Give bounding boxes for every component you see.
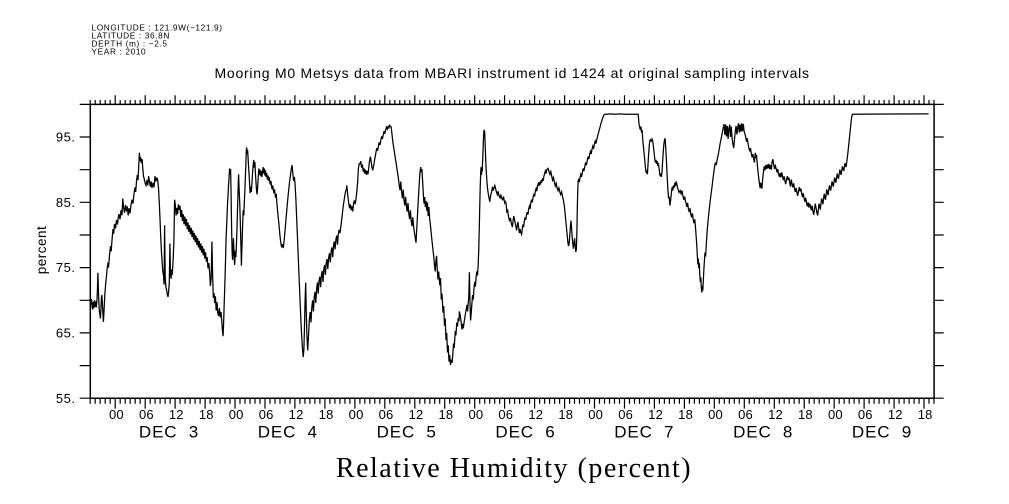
svg-text:00: 00 [109, 407, 124, 422]
svg-text:percent: percent [34, 226, 49, 275]
svg-text:18: 18 [199, 407, 214, 422]
svg-text:00: 00 [468, 407, 483, 422]
svg-text:18: 18 [798, 407, 813, 422]
svg-text:LONGITUDE : 121.9W(−121.9): LONGITUDE : 121.9W(−121.9) [92, 23, 223, 33]
svg-text:12: 12 [409, 407, 424, 422]
svg-text:DEC 6: DEC 6 [495, 423, 555, 442]
svg-text:12: 12 [888, 407, 903, 422]
svg-text:06: 06 [738, 407, 753, 422]
svg-text:18: 18 [319, 407, 334, 422]
svg-text:DEC 7: DEC 7 [614, 423, 674, 442]
svg-text:18: 18 [558, 407, 573, 422]
svg-text:06: 06 [139, 407, 154, 422]
svg-text:12: 12 [528, 407, 543, 422]
svg-text:06: 06 [618, 407, 633, 422]
svg-text:18: 18 [918, 407, 933, 422]
svg-text:DEC 8: DEC 8 [733, 423, 793, 442]
svg-text:06: 06 [858, 407, 873, 422]
svg-text:95.: 95. [56, 130, 76, 145]
svg-text:12: 12 [169, 407, 184, 422]
svg-text:12: 12 [289, 407, 304, 422]
svg-text:00: 00 [588, 407, 603, 422]
svg-text:00: 00 [828, 407, 843, 422]
svg-text:00: 00 [349, 407, 364, 422]
svg-text:00: 00 [229, 407, 244, 422]
svg-text:DEC 3: DEC 3 [139, 423, 199, 442]
svg-text:12: 12 [768, 407, 783, 422]
svg-text:65.: 65. [56, 326, 76, 341]
svg-text:18: 18 [678, 407, 693, 422]
svg-text:75.: 75. [56, 260, 76, 275]
svg-text:18: 18 [438, 407, 453, 422]
svg-text:DEPTH (m) : −2.5: DEPTH (m) : −2.5 [92, 39, 168, 49]
svg-text:DEC 4: DEC 4 [258, 423, 318, 442]
svg-text:DEC 5: DEC 5 [377, 423, 437, 442]
svg-text:06: 06 [379, 407, 394, 422]
svg-text:85.: 85. [56, 195, 76, 210]
svg-text:06: 06 [498, 407, 513, 422]
svg-text:DEC 9: DEC 9 [852, 423, 912, 442]
svg-text:LATITUDE : 36.8N: LATITUDE : 36.8N [92, 31, 170, 41]
svg-text:12: 12 [648, 407, 663, 422]
svg-text:Relative Humidity (percent): Relative Humidity (percent) [336, 453, 692, 484]
svg-text:00: 00 [708, 407, 723, 422]
svg-text:Mooring M0 Metsys data from MB: Mooring M0 Metsys data from MBARI instru… [215, 65, 810, 81]
svg-text:YEAR : 2010: YEAR : 2010 [92, 47, 147, 57]
svg-text:55.: 55. [56, 391, 76, 406]
svg-text:06: 06 [259, 407, 274, 422]
